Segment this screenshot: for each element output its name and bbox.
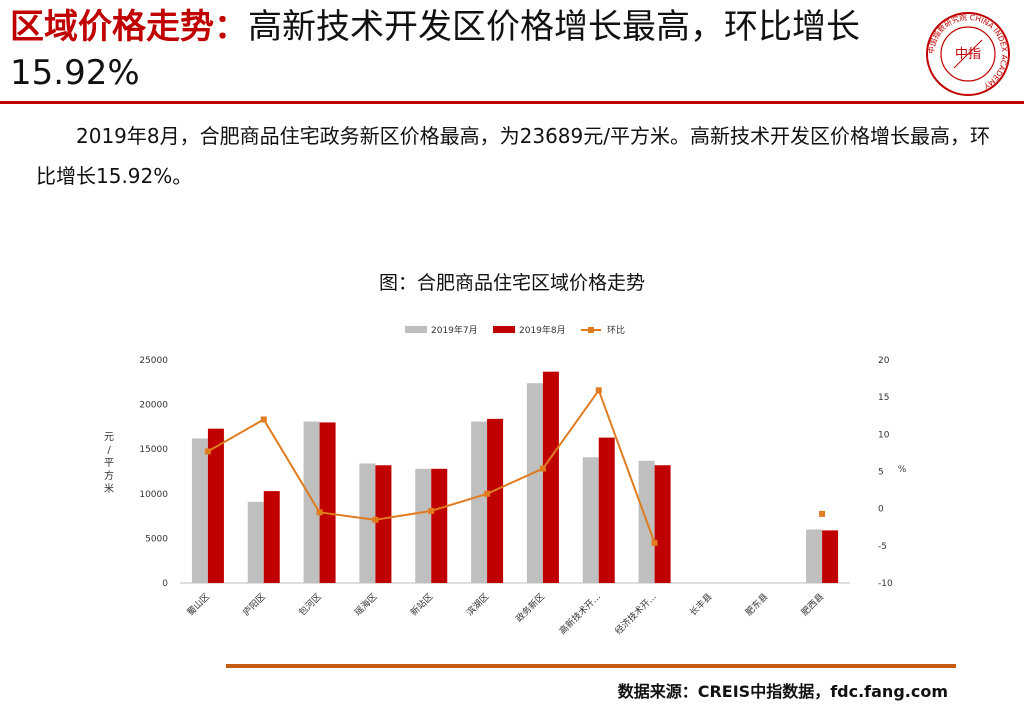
y2-tick-label: 15 <box>878 393 889 403</box>
slide-title-highlight: 区域价格走势： <box>10 7 248 47</box>
slide-title-rest: 高新技术开发区价格增长最高，环比增长15.92% <box>10 7 860 93</box>
data-source: 数据来源：CREIS中指数据，fdc.fang.com <box>617 682 948 701</box>
x-tick-label: 政务新区 <box>513 591 547 625</box>
bar-2019-08 <box>263 491 280 583</box>
mom-point <box>651 539 658 546</box>
bar-2019-07 <box>415 468 432 583</box>
y2-tick-label: 10 <box>878 430 890 440</box>
y-axis-label-char: 元 <box>104 432 114 443</box>
mom-point <box>484 490 491 497</box>
y-tick-label: 25000 <box>139 356 168 366</box>
bar-2019-08 <box>431 468 448 583</box>
title-divider <box>0 101 1024 104</box>
legend-swatch <box>493 326 515 333</box>
x-tick-label: 经济技术开... <box>612 591 658 637</box>
bar-2019-08 <box>654 465 671 583</box>
mom-point <box>595 387 602 394</box>
y2-axis-label: % <box>898 465 907 475</box>
legend-label: 2019年8月 <box>519 324 566 336</box>
bar-2019-08 <box>822 530 839 583</box>
mom-point <box>819 510 826 517</box>
mom-point <box>539 465 546 472</box>
y2-tick-label: 20 <box>878 356 890 366</box>
bar-2019-08 <box>598 437 615 583</box>
x-tick-label: 高新技术开... <box>556 591 602 637</box>
y-tick-label: 0 <box>162 579 168 589</box>
summary-paragraph: 2019年8月，合肥商品住宅政务新区价格最高，为23689元/平方米。高新技术开… <box>36 116 996 196</box>
footer-divider <box>226 664 956 668</box>
y-axis-label-char: 米 <box>104 482 114 495</box>
bar-2019-07 <box>582 457 599 583</box>
china-index-academy-logo: 中国指数研究院 CHINA INDEX ACADEMY 中指 <box>926 12 1010 96</box>
x-tick-label: 滨湖区 <box>464 591 492 619</box>
legend-label: 2019年7月 <box>431 324 478 336</box>
legend-label: 环比 <box>607 324 625 336</box>
bar-2019-07 <box>247 501 264 583</box>
y2-tick-label: 0 <box>878 505 884 515</box>
mom-point <box>260 416 267 423</box>
y-tick-label: 10000 <box>139 490 168 500</box>
x-tick-label: 庐阳区 <box>240 591 268 619</box>
y-axis-label-char: 方 <box>104 469 114 482</box>
y-axis-label-char: 平 <box>104 458 114 469</box>
x-tick-label: 长丰县 <box>687 591 715 619</box>
x-tick-label: 肥东县 <box>743 591 771 619</box>
legend-swatch <box>405 326 427 333</box>
bar-2019-08 <box>487 418 504 583</box>
y-tick-label: 5000 <box>145 534 168 544</box>
mom-point <box>428 507 435 514</box>
chart-title: 图：合肥商品住宅区域价格走势 <box>378 272 645 294</box>
bar-2019-07 <box>359 463 376 583</box>
y-axis-label-char: / <box>107 445 111 456</box>
y2-tick-label: 5 <box>878 468 884 478</box>
bar-2019-08 <box>207 428 224 583</box>
mom-point <box>372 516 379 523</box>
bar-2019-08 <box>375 465 392 583</box>
bar-2019-08 <box>319 422 336 583</box>
x-tick-label: 包河区 <box>296 591 324 619</box>
mom-line <box>208 390 822 543</box>
y-tick-label: 20000 <box>139 401 168 411</box>
bar-2019-07 <box>806 529 823 583</box>
price-trend-chart: 0 5000 10000 15000 20000 25000 -10 -5 0 5 10 15 20 元 /… <box>104 324 907 637</box>
x-tick-label: 新站区 <box>408 591 436 619</box>
bar-2019-07 <box>526 383 543 583</box>
mom-point <box>316 509 323 516</box>
bar-2019-07 <box>303 421 320 583</box>
bar-2019-07 <box>471 421 488 583</box>
bar-2019-08 <box>542 371 559 583</box>
y2-tick-label: -5 <box>878 542 887 552</box>
x-tick-label: 肥西县 <box>799 591 826 618</box>
summary-text: 2019年8月，合肥商品住宅政务新区价格最高，为23689元/平方米。高新技术开… <box>36 124 990 188</box>
x-tick-label: 蜀山区 <box>185 591 212 618</box>
slide-title: 区域价格走势：高新技术开发区价格增长最高，环比增长15.92% <box>10 4 910 96</box>
bar-2019-07 <box>191 438 208 583</box>
y-tick-label: 15000 <box>139 445 168 455</box>
mom-point <box>204 448 211 455</box>
y2-tick-label: -10 <box>878 579 893 589</box>
legend-swatch-marker <box>588 327 594 333</box>
x-tick-label: 瑶海区 <box>352 591 380 619</box>
